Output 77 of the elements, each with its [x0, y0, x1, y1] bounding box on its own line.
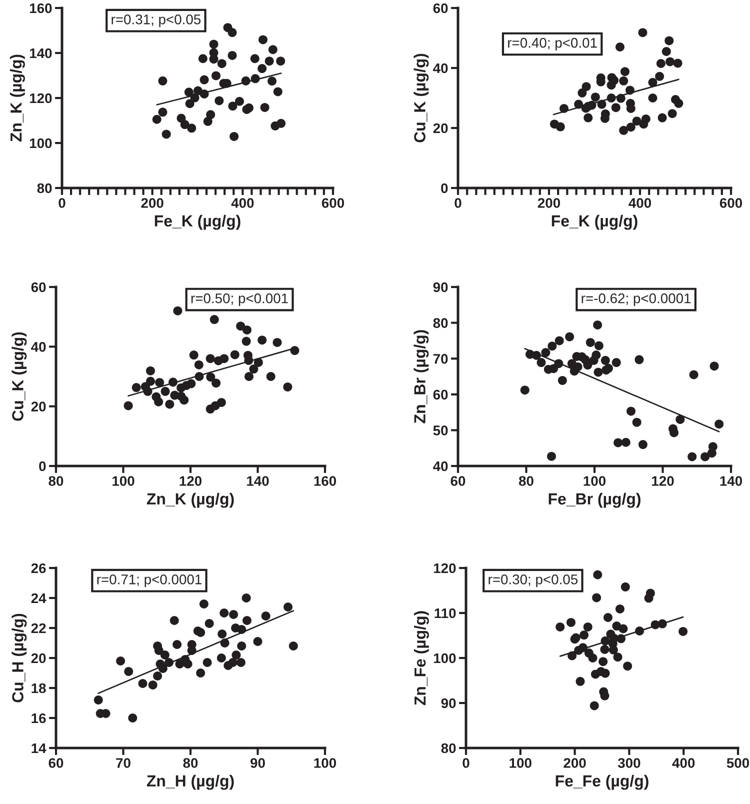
x-tick-label: 120 [180, 476, 202, 486]
x-axis-title: Zn_K (µg/g) [146, 492, 234, 508]
x-tick-label: 160 [314, 476, 336, 486]
y-tick-label: 14 [32, 743, 46, 754]
x-axis-title: Fe_Fe (µg/g) [556, 774, 648, 790]
y-tick-label: 24 [31, 593, 46, 604]
x-tick-label: 100 [510, 758, 532, 768]
y-axis-title: Zn_Fe (µg/g) [414, 611, 429, 706]
y-tick-label: 18 [32, 683, 46, 694]
x-tick-label: 80 [183, 758, 198, 768]
annotation: r=0.71; p<0.0001 [97, 574, 202, 588]
y-tick-label: 80 [433, 318, 448, 328]
y-tick-label: 110 [434, 608, 456, 618]
x-axis-title: Fe_K (µg/g) [552, 214, 638, 230]
annotation: r=-0.62; p<0.0001 [582, 293, 691, 306]
x-tick-label: 80 [518, 476, 534, 486]
y-axis-title: Cu_H (µg/g) [12, 614, 27, 702]
x-tick-label: 300 [618, 758, 640, 768]
y-tick-label: 0 [39, 461, 46, 472]
y-tick-label: 60 [31, 282, 46, 292]
annotation: r=0.40; p<0.01 [508, 38, 597, 50]
x-tick-label: 400 [231, 198, 254, 208]
y-tick-label: 40 [433, 461, 448, 472]
y-tick-label: 26 [31, 563, 46, 574]
y-tick-label: 20 [31, 402, 46, 412]
y-axis-title: Cu_K (µg/g) [12, 332, 27, 421]
y-tick-label: 16 [32, 713, 46, 724]
x-axis-title: Zn_H (µg/g) [146, 774, 234, 790]
y-tick-label: 40 [433, 63, 448, 74]
x-axis-title: Fe_K (µg/g) [154, 214, 240, 230]
x-tick-label: 70 [116, 758, 130, 768]
x-axis-title: Fe_Br (µg/g) [548, 492, 640, 508]
x-tick-label: 60 [450, 476, 466, 486]
x-tick-label: 60 [48, 758, 64, 768]
y-tick-label: 100 [30, 138, 52, 148]
y-tick-label: 90 [441, 698, 456, 708]
y-tick-label: 80 [37, 183, 52, 194]
y-tick-label: 0 [441, 183, 448, 194]
x-tick-label: 200 [564, 758, 586, 768]
y-tick-label: 70 [433, 354, 448, 364]
x-tick-label: 200 [141, 198, 164, 208]
x-tick-label: 120 [652, 476, 674, 486]
annotation: r=0.50; p<0.001 [191, 293, 288, 306]
x-tick-label: 100 [314, 758, 336, 768]
y-tick-label: 80 [441, 743, 456, 754]
y-tick-label: 20 [433, 123, 448, 134]
y-tick-label: 100 [434, 653, 456, 664]
annotation: r=0.31; p<0.05 [112, 14, 201, 28]
x-tick-label: 100 [112, 476, 134, 486]
x-tick-label: 600 [322, 198, 344, 208]
y-tick-label: 120 [434, 563, 456, 574]
x-tick-label: 400 [628, 198, 652, 208]
x-tick-label: 90 [250, 758, 265, 768]
y-tick-label: 60 [433, 3, 448, 14]
y-tick-label: 90 [433, 282, 448, 292]
annotation: r=0.30; p<0.05 [488, 574, 578, 588]
x-tick-label: 0 [462, 758, 470, 768]
y-axis-title: Cu_K (µg/g) [414, 54, 429, 142]
x-tick-label: 600 [720, 198, 742, 208]
x-tick-label: 500 [726, 758, 750, 768]
y-tick-label: 50 [433, 426, 448, 436]
y-tick-label: 140 [30, 48, 52, 58]
x-tick-label: 0 [58, 198, 66, 208]
x-tick-label: 140 [720, 476, 742, 486]
x-tick-label: 200 [538, 198, 560, 208]
y-tick-label: 160 [30, 3, 52, 14]
y-tick-label: 22 [31, 623, 46, 634]
x-tick-label: 140 [247, 476, 269, 486]
y-tick-label: 40 [31, 342, 46, 352]
y-tick-label: 120 [30, 93, 52, 104]
y-axis-title: Zn_Br (µg/g) [414, 330, 429, 424]
x-tick-label: 80 [48, 476, 64, 486]
x-tick-label: 400 [672, 758, 695, 768]
y-tick-label: 60 [433, 390, 448, 400]
y-axis-title: Zn_K (µg/g) [10, 54, 25, 142]
y-tick-label: 20 [31, 653, 46, 664]
x-tick-label: 100 [584, 476, 606, 486]
